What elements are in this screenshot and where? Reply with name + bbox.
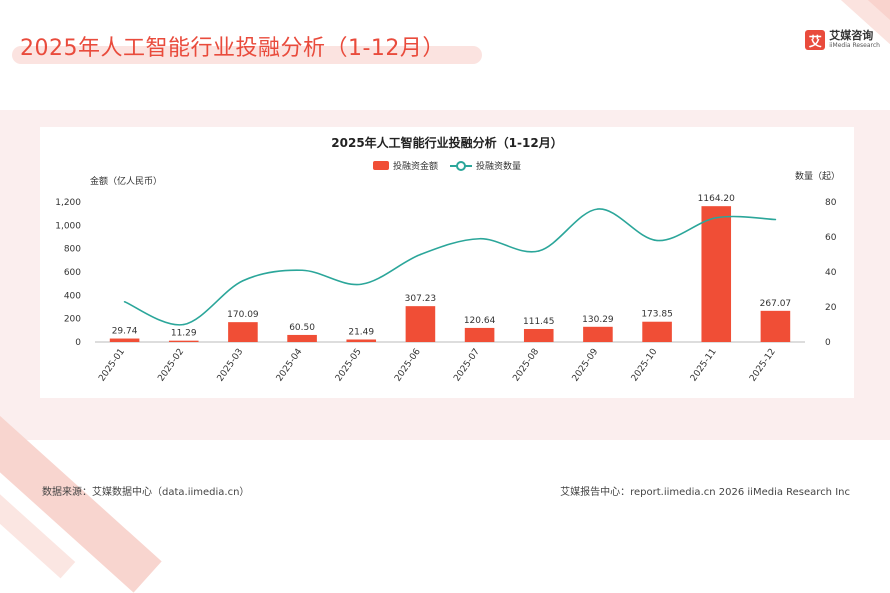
chart-title: 2025年人工智能行业投融分析（1-12月） xyxy=(331,136,563,150)
chart-legend: 投融资金额 投融资数量 xyxy=(40,159,854,172)
x-tick-label: 2025-04 xyxy=(275,347,305,384)
count-point xyxy=(478,237,481,240)
legend-item-count: 投融资数量 xyxy=(450,159,521,172)
bar xyxy=(168,340,199,342)
footer-copyright: 艾媒报告中心：report.iimedia.cn 2026 iiMedia Re… xyxy=(560,487,850,498)
bar-value-label: 120.64 xyxy=(464,316,496,326)
count-point xyxy=(123,300,126,303)
y-tick-label-left: 1,200 xyxy=(55,198,81,208)
y-tick-label-right: 80 xyxy=(825,198,837,208)
x-tick-label: 2025-10 xyxy=(630,347,660,384)
count-point xyxy=(537,250,540,252)
y-tick-label-left: 600 xyxy=(64,268,81,278)
y-tick-label-right: 20 xyxy=(825,303,837,313)
count-point xyxy=(360,283,363,286)
legend-line-swatch xyxy=(450,160,472,171)
chart-card: 2025年人工智能行业投融分析（1-12月） 投融资金额 投融资数量 金额（亿人… xyxy=(40,127,854,398)
bar xyxy=(228,322,258,342)
bar-value-label: 130.29 xyxy=(582,315,614,325)
legend-bar-swatch xyxy=(372,161,389,170)
bar xyxy=(464,327,495,342)
bar xyxy=(642,321,672,342)
count-point xyxy=(242,279,244,282)
bar-value-label: 267.07 xyxy=(760,299,792,309)
bar xyxy=(583,326,613,342)
x-tick-label: 2025-09 xyxy=(571,347,601,384)
y-tick-label-left: 200 xyxy=(64,315,81,325)
bar-value-label: 173.85 xyxy=(641,310,673,320)
y-tick-label-left: 1,000 xyxy=(55,221,81,231)
x-tick-label: 2025-07 xyxy=(452,347,482,384)
bar xyxy=(346,339,377,342)
bar xyxy=(523,328,554,342)
count-point xyxy=(182,323,185,326)
y-axis-right-label: 数量（起） xyxy=(794,172,840,182)
title-underline xyxy=(12,46,482,64)
bar xyxy=(109,338,140,342)
count-point xyxy=(774,218,777,221)
bar-value-label: 111.45 xyxy=(523,317,555,327)
y-tick-label-left: 0 xyxy=(75,338,81,348)
legend-label-count: 投融资数量 xyxy=(476,162,522,172)
bar-value-label: 29.74 xyxy=(112,327,138,337)
brand-logo: 艾 艾媒咨询 iiMedia Research xyxy=(805,30,880,50)
legend-item-amount: 投融资金额 xyxy=(372,159,438,172)
bar-value-label: 60.50 xyxy=(289,323,315,333)
bar xyxy=(701,206,732,342)
count-point xyxy=(597,208,599,210)
x-tick-label: 2025-12 xyxy=(748,347,778,384)
count-point xyxy=(715,216,718,219)
footer-source: 数据来源：艾媒数据中心（data.iimedia.cn） xyxy=(42,487,250,498)
x-tick-label: 2025-05 xyxy=(334,347,364,384)
chart-plot: 0 200 400 600 800 1,000 1,200 0 20 40 60 80 29.74 11.… xyxy=(55,194,837,384)
count-point xyxy=(419,253,422,256)
bar-value-label: 21.49 xyxy=(348,327,374,337)
y-tick-label-left: 400 xyxy=(64,291,81,301)
y-tick-label-left: 800 xyxy=(64,245,81,255)
count-point xyxy=(301,269,303,272)
x-tick-label: 2025-03 xyxy=(216,347,246,384)
x-tick-label: 2025-02 xyxy=(156,347,186,384)
y-tick-label-right: 0 xyxy=(825,338,831,348)
logo-name: 艾媒咨询 xyxy=(829,29,874,42)
logo-subtitle: iiMedia Research xyxy=(829,42,880,49)
count-series-line xyxy=(124,208,776,326)
legend-label-amount: 投融资金额 xyxy=(392,162,438,172)
bar-value-label: 1164.20 xyxy=(698,194,735,204)
bar-value-label: 307.23 xyxy=(405,294,437,304)
x-tick-label: 2025-06 xyxy=(393,347,423,384)
logo-mark: 艾 xyxy=(805,30,826,50)
y-tick-label-right: 60 xyxy=(825,233,837,243)
bar xyxy=(405,306,436,342)
bar-value-label: 170.09 xyxy=(227,310,259,320)
bar xyxy=(287,334,317,342)
y-tick-label-right: 40 xyxy=(825,268,837,278)
page-title: 2025年人工智能行业投融分析（1-12月） xyxy=(20,36,445,61)
y-axis-left-label: 金额（亿人民币） xyxy=(90,177,163,187)
bar-value-label: 11.29 xyxy=(171,329,197,339)
x-tick-label: 2025-08 xyxy=(511,347,541,384)
bar xyxy=(760,310,791,342)
x-tick-label: 2025-01 xyxy=(97,347,127,384)
count-point xyxy=(656,239,658,242)
x-tick-label: 2025-11 xyxy=(689,347,719,384)
